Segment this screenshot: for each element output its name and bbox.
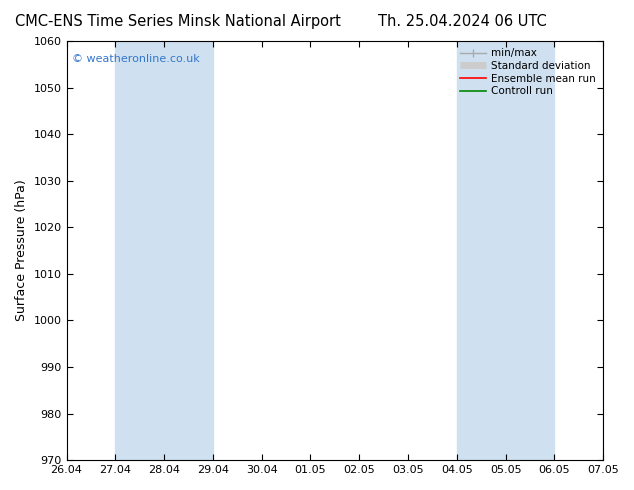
Text: CMC-ENS Time Series Minsk National Airport: CMC-ENS Time Series Minsk National Airpo… <box>15 14 340 29</box>
Bar <box>603 41 628 460</box>
Text: Th. 25.04.2024 06 UTC: Th. 25.04.2024 06 UTC <box>378 14 547 29</box>
Text: © weatheronline.co.uk: © weatheronline.co.uk <box>72 53 200 64</box>
Y-axis label: Surface Pressure (hPa): Surface Pressure (hPa) <box>15 180 28 321</box>
Bar <box>456 41 554 460</box>
Legend: min/max, Standard deviation, Ensemble mean run, Controll run: min/max, Standard deviation, Ensemble me… <box>458 46 598 98</box>
Bar <box>115 41 213 460</box>
